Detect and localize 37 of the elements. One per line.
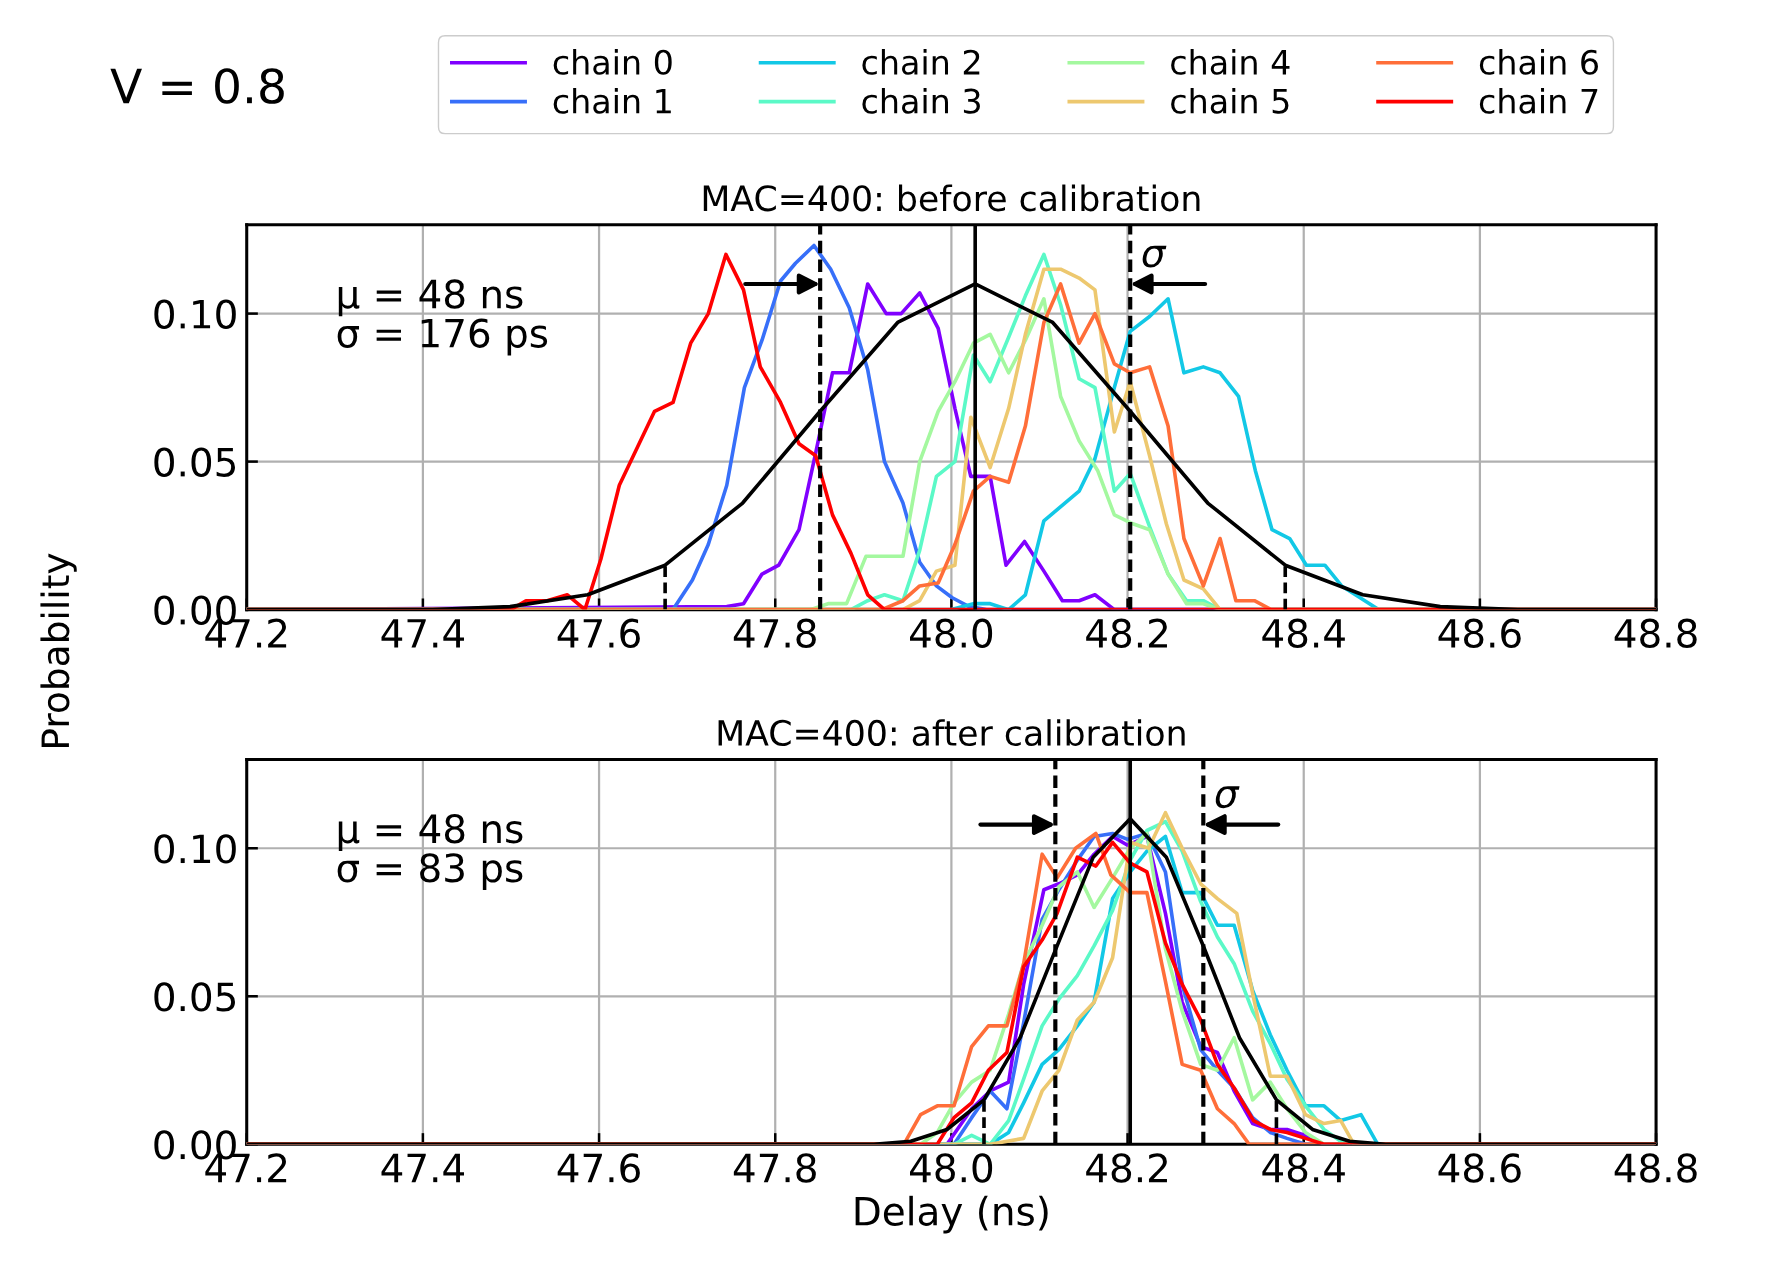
legend-label: chain 1: [553, 87, 671, 114]
x-tick-label: 47.4: [381, 1153, 465, 1183]
legend-label: chain 3: [862, 87, 980, 114]
annotation: σ: [1142, 245, 1167, 268]
x-tick-label: 48.6: [1438, 618, 1521, 649]
x-tick-label: 48.2: [1086, 618, 1167, 649]
legend-label: chain 7: [1479, 87, 1598, 114]
legend-label: chain 6: [1479, 49, 1598, 75]
y-tick-label: 0.10: [154, 299, 236, 329]
legend-label: chain 2: [862, 49, 980, 75]
chart-title: MAC=400: before calibration: [703, 184, 1200, 212]
annotation: μ = 48 ns σ = 176 ps: [337, 279, 548, 356]
x-tick-label: 48.8: [1614, 1153, 1697, 1183]
x-axis-title: Delay (ns): [855, 1195, 1048, 1234]
y-tick-label: 0.05: [154, 982, 235, 1012]
annotation: σ: [1215, 786, 1240, 809]
legend-label: chain 0: [553, 49, 672, 75]
chart-title: MAC=400: after calibration: [718, 719, 1185, 747]
legend-label: chain 5: [1171, 87, 1289, 114]
y-tick-label: 0.05: [154, 447, 235, 477]
legend-label: chain 4: [1171, 49, 1290, 75]
text: V = 0.8: [110, 68, 284, 104]
y-tick-label: 0.10: [154, 834, 236, 864]
x-tick-label: 47.8: [733, 1153, 816, 1183]
x-tick-label: 47.6: [557, 618, 640, 649]
y-axis-title: Probability: [40, 553, 77, 747]
annotation: μ = 48 ns σ = 83 ps: [337, 814, 523, 891]
x-tick-label: 47.8: [733, 618, 816, 649]
x-tick-label: 48.0: [910, 618, 993, 649]
x-tick-label: 47.6: [557, 1153, 640, 1183]
x-tick-label: 48.4: [1262, 1153, 1345, 1183]
x-tick-label: 48.4: [1262, 618, 1345, 649]
x-tick-label: 47.4: [381, 619, 465, 648]
x-tick-label: 48.6: [1438, 1153, 1521, 1183]
x-tick-label: 48.2: [1086, 1153, 1167, 1183]
x-tick-label: 48.8: [1614, 618, 1697, 649]
x-tick-label: 48.0: [910, 1153, 993, 1183]
